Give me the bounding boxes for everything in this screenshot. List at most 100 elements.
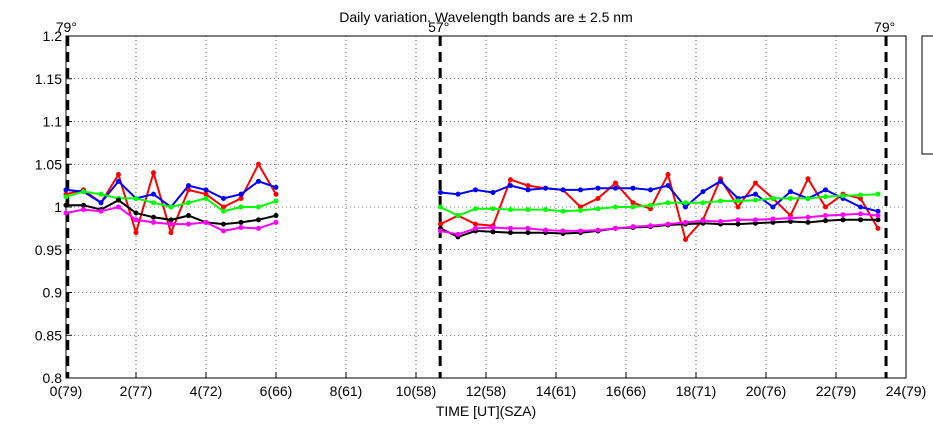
data-point: [221, 195, 226, 201]
y-tick-label: 1.05: [35, 156, 62, 172]
data-point: [805, 176, 811, 182]
data-point: [560, 208, 566, 214]
data-point: [858, 211, 863, 217]
data-point: [840, 212, 846, 218]
data-point: [256, 217, 261, 223]
data-point: [875, 213, 881, 219]
sza-marker-label: 79°: [874, 19, 895, 35]
data-point: [133, 210, 139, 216]
data-point: [858, 217, 863, 223]
data-point: [648, 187, 653, 193]
data-point: [186, 200, 191, 206]
data-point: [186, 213, 191, 219]
data-point: [543, 207, 548, 213]
data-point: [718, 198, 723, 204]
x-tick-label: 6(66): [260, 383, 293, 399]
data-point: [238, 191, 244, 197]
data-point: [613, 204, 618, 210]
data-point: [805, 195, 811, 201]
data-point: [613, 185, 618, 191]
data-point: [578, 187, 583, 193]
data-point: [151, 191, 156, 197]
data-point: [438, 204, 443, 210]
data-point: [438, 189, 443, 195]
data-point: [770, 195, 776, 201]
data-point: [116, 172, 121, 178]
data-point: [595, 206, 601, 212]
data-point: [238, 219, 244, 225]
x-axis-label: TIME [UT](SZA): [436, 403, 536, 419]
data-point: [238, 204, 244, 210]
data-point: [700, 200, 706, 206]
data-point: [273, 198, 279, 204]
data-point: [186, 221, 191, 227]
data-point: [455, 213, 461, 219]
data-point: [168, 204, 174, 210]
x-tick-label: 18(71): [676, 383, 716, 399]
x-tick-label: 20(76): [746, 383, 786, 399]
data-point: [718, 219, 723, 225]
data-point: [221, 221, 226, 227]
data-point: [525, 183, 531, 189]
data-point: [490, 189, 496, 195]
data-point: [735, 217, 741, 223]
data-point: [508, 225, 513, 231]
data-point: [858, 195, 863, 201]
data-point: [543, 227, 548, 233]
data-point: [508, 207, 513, 213]
data-point: [151, 219, 156, 225]
data-point: [788, 219, 793, 225]
data-point: [578, 207, 583, 213]
data-point: [133, 195, 139, 201]
data-point: [735, 221, 741, 227]
x-tick-label: 16(66): [606, 383, 646, 399]
data-point: [700, 218, 706, 224]
x-tick-label: 2(77): [120, 383, 153, 399]
data-point: [455, 231, 461, 237]
y-tick-label: 1.15: [35, 71, 62, 87]
data-point: [875, 208, 881, 214]
y-tick-label: 0.95: [35, 242, 62, 258]
data-point: [770, 204, 776, 210]
data-point: [823, 187, 828, 193]
data-point: [858, 204, 863, 210]
data-point: [700, 189, 706, 195]
data-point: [151, 170, 156, 176]
data-point: [525, 230, 531, 236]
data-point: [98, 200, 104, 206]
data-point: [116, 197, 121, 203]
data-point: [735, 198, 741, 204]
data-point: [805, 219, 811, 225]
x-tick-label: 14(61): [536, 383, 576, 399]
data-point: [665, 172, 671, 178]
data-point: [753, 197, 758, 203]
data-point: [63, 194, 69, 200]
y-tick-label: 0.85: [35, 327, 62, 343]
data-point: [238, 195, 244, 201]
data-point: [238, 225, 244, 231]
data-point: [788, 215, 793, 221]
data-point: [81, 189, 86, 195]
data-point: [683, 219, 688, 225]
data-point: [256, 225, 261, 231]
data-point: [560, 187, 566, 193]
data-point: [595, 227, 601, 233]
data-point: [473, 187, 478, 193]
data-point: [203, 191, 209, 197]
data-point: [525, 225, 531, 231]
data-point: [116, 178, 121, 184]
data-point: [63, 202, 69, 208]
data-point: [508, 183, 513, 189]
data-point: [683, 204, 688, 210]
data-point: [788, 189, 793, 195]
data-point: [665, 200, 671, 206]
sza-marker-label: 57°: [428, 19, 449, 35]
data-point: [151, 214, 156, 220]
data-point: [718, 178, 723, 184]
data-point: [63, 187, 69, 193]
data-point: [525, 207, 531, 213]
data-point: [168, 217, 174, 223]
data-point: [221, 208, 226, 214]
sza-marker-label: 79°: [56, 19, 77, 35]
